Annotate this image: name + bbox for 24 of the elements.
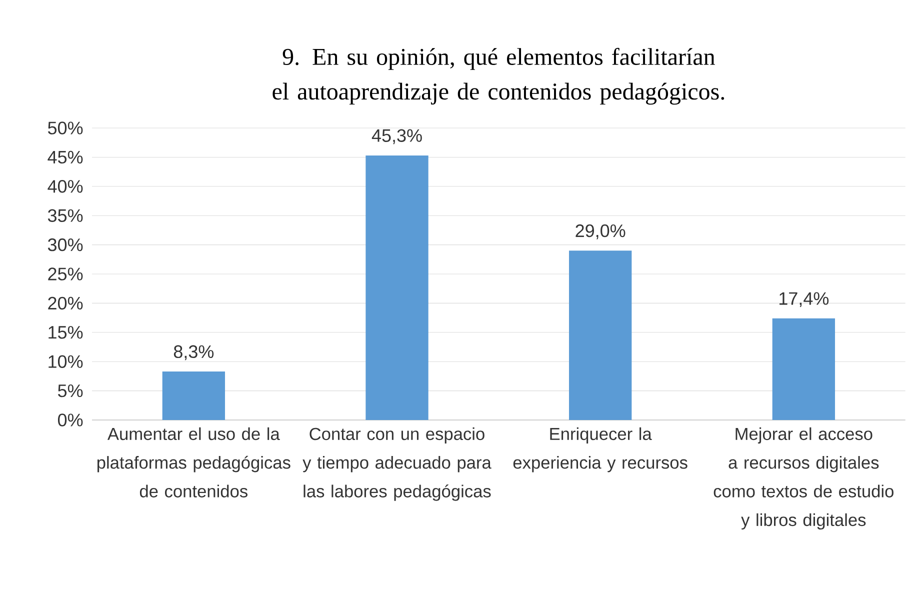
- y-tick-label: 30%: [48, 238, 83, 252]
- y-tick-label: 35%: [48, 209, 83, 222]
- chart-title: 9. En su opinión, qué elementos facilitarían el autoaprendizaje de contenidos pedagógicos.: [272, 48, 724, 105]
- y-tick-label: 5%: [58, 384, 83, 398]
- y-tick-label: 25%: [48, 268, 83, 280]
- x-tick-label: Contar con un espacio y tiempo adecuado para las labores pedagógicas: [302, 427, 492, 501]
- y-tick-label: 15%: [48, 326, 83, 339]
- y-tick-label: 45%: [48, 150, 83, 164]
- y-tick-label: 40%: [48, 180, 83, 193]
- bar: [569, 250, 632, 420]
- data-label: 29,0%: [576, 224, 626, 240]
- data-label: 8,3%: [174, 345, 214, 360]
- x-tick-label: Enriquecer la experiencia y recursos: [513, 427, 688, 472]
- bar: [162, 372, 226, 420]
- bar: [772, 318, 836, 420]
- y-tick-label: 50%: [48, 122, 83, 134]
- data-label: 17,4%: [780, 292, 829, 308]
- y-tick-label: 0%: [58, 414, 83, 426]
- y-tick-label: 10%: [48, 355, 83, 368]
- x-tick-label: Aumentar el uso de la plataformas pedagógicas de contenidos: [97, 427, 290, 498]
- y-tick-label: 20%: [48, 296, 83, 310]
- x-tick-label: Mejorar el acceso a recursos digitales como textos de estudio y libros digitales: [714, 427, 894, 530]
- data-label: 45,3%: [372, 129, 422, 144]
- bar: [366, 155, 428, 420]
